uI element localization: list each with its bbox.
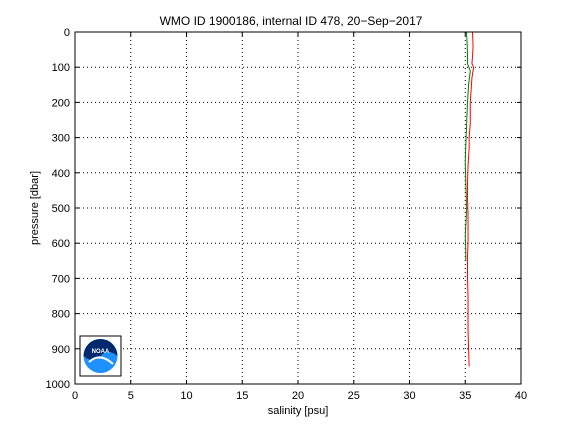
y-tick-label: 700 [52, 273, 70, 285]
x-tick-label: 0 [72, 390, 78, 402]
series-line-2 [464, 31, 471, 261]
y-axis-title: pressure [dbar] [29, 171, 41, 245]
series-line-1 [466, 31, 475, 367]
y-tick-label: 800 [52, 309, 70, 321]
x-tick-label: 30 [403, 390, 415, 402]
axis-ticks: 0 5 10 15 20 25 30 35 40010020030040050060070080… [46, 27, 528, 402]
y-tick-label: 400 [52, 168, 70, 180]
x-tick-label: 20 [292, 390, 304, 402]
x-tick-label: 15 [236, 390, 248, 402]
noaa-logo: NOAA [79, 335, 122, 377]
x-tick-label: 40 [515, 390, 527, 402]
y-tick-label: 300 [52, 133, 70, 145]
x-tick-label: 10 [180, 390, 192, 402]
grid [75, 32, 521, 384]
y-tick-label: 1000 [46, 379, 70, 391]
y-tick-label: 200 [52, 97, 70, 109]
y-tick-label: 100 [52, 62, 70, 74]
chart-title: WMO ID 1900186, internal ID 478, 20−Sep−… [160, 14, 423, 28]
series-layer [464, 31, 475, 367]
y-tick-label: 0 [64, 27, 70, 39]
x-tick-label: 5 [128, 390, 134, 402]
x-tick-label: 25 [348, 390, 360, 402]
x-tick-label: 35 [459, 390, 471, 402]
noaa-logo-text: NOAA [92, 349, 110, 355]
y-tick-label: 600 [52, 238, 70, 250]
y-tick-label: 500 [52, 203, 70, 215]
x-axis-title: salinity [psu] [268, 405, 329, 417]
y-tick-label: 900 [52, 344, 70, 356]
